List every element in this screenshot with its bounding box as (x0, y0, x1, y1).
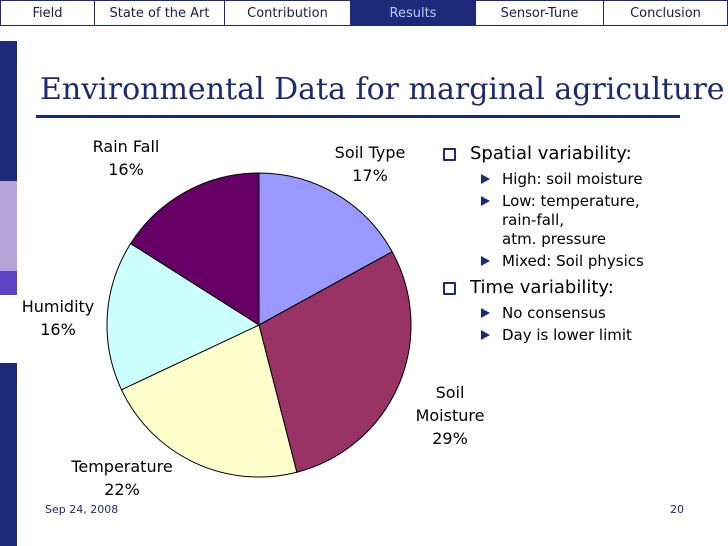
slide-title: Environmental Data for marginal agricult… (40, 72, 725, 107)
tab-label: State of the Art (109, 5, 210, 21)
tab-results[interactable]: Results (351, 0, 476, 26)
tab-label: Results (389, 5, 437, 21)
tab-label: Contribution (247, 5, 328, 21)
pie-label-line: 16% (40, 320, 76, 339)
pie-label-line: Soil (436, 383, 465, 402)
pie-label-line: Humidity (22, 297, 95, 316)
pie-label-humidity: Humidity 16% (22, 297, 95, 339)
tab-label: Field (32, 5, 63, 21)
sidebar-band (0, 271, 17, 295)
sidebar-band (0, 41, 17, 181)
bullet-time-variability: Time variability: (440, 274, 720, 301)
pie-label-rain-fall: Rain Fall 16% (93, 137, 160, 179)
pie-slice-soil-type (258, 172, 393, 326)
pie-label-line: 17% (352, 166, 388, 185)
pie-label-line: Moisture (416, 406, 485, 425)
sub-bullet: Low: temperature, rain-fall, atm. pressu… (440, 192, 720, 249)
tab-label: Conclusion (630, 5, 701, 21)
pie-label-soil-moisture: Soil Moisture 29% (416, 383, 485, 448)
tab-state-of-the-art[interactable]: State of the Art (95, 0, 225, 26)
sub-bullet: High: soil moisture (440, 170, 720, 189)
footer-page-number: 20 (670, 503, 684, 516)
footer-date: Sep 24, 2008 (45, 503, 119, 516)
pie-label-line: 22% (104, 480, 140, 499)
pie-slice-rain-fall (129, 172, 260, 326)
pie-label-line: 16% (108, 160, 144, 179)
sidebar-band (0, 181, 17, 271)
sidebar-band (0, 363, 17, 546)
tab-conclusion[interactable]: Conclusion (604, 0, 728, 26)
sub-bullet: No consensus (440, 304, 720, 323)
tab-field[interactable]: Field (0, 0, 95, 26)
tab-sensor-tune[interactable]: Sensor-Tune (476, 0, 604, 26)
tab-label: Sensor-Tune (500, 5, 579, 21)
bullet-list: Spatial variability: High: soil moisture… (440, 140, 720, 348)
pie-label-line: Temperature (70, 457, 172, 476)
sub-bullet: Mixed: Soil physics (440, 252, 720, 271)
sub-bullet: Day is lower limit (440, 326, 720, 345)
pie-slice-humidity (106, 242, 261, 391)
pie-label-line: 29% (432, 429, 468, 448)
pie-label-soil-type: Soil Type 17% (335, 143, 406, 185)
pie-label-line: Soil Type (335, 143, 406, 162)
nav-tabs: Field State of the Art Contribution Resu… (0, 0, 728, 26)
pie-label-line: Rain Fall (93, 137, 160, 156)
tab-contribution[interactable]: Contribution (225, 0, 351, 26)
pie-label-temperature: Temperature 22% (70, 457, 172, 499)
pie-slice-temperature (120, 324, 298, 478)
sidebar-band (0, 26, 17, 41)
bullet-spatial-variability: Spatial variability: (440, 140, 720, 167)
pie-slice-soil-moisture (258, 251, 412, 473)
sidebar-band (0, 295, 17, 363)
title-underline (36, 115, 680, 118)
